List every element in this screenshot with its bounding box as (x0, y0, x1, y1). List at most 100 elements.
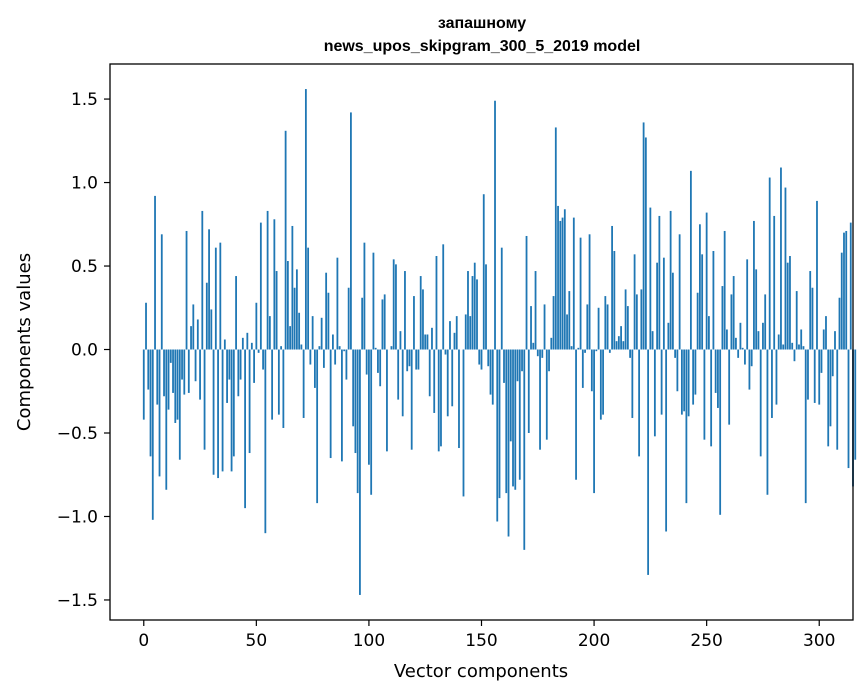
bar (291, 225, 294, 350)
bar (257, 349, 260, 353)
bar (201, 210, 204, 350)
bar (633, 254, 636, 350)
bar (390, 346, 393, 350)
bar (300, 344, 303, 350)
bar (744, 349, 746, 365)
bar (712, 251, 715, 350)
bar (329, 349, 332, 459)
bar (255, 302, 258, 350)
bar (789, 256, 791, 350)
bar (266, 210, 269, 350)
bar (665, 349, 668, 532)
bar (545, 349, 548, 440)
x-axis-label: Vector components (394, 661, 568, 682)
bar (259, 222, 262, 350)
bar (721, 286, 724, 350)
bar (228, 349, 231, 380)
bar (437, 349, 440, 452)
x-tick-label: 250 (690, 631, 722, 651)
bar (446, 349, 449, 417)
bar (196, 319, 199, 350)
bar (187, 349, 190, 393)
chart-title-line-2: news_upos_skipgram_300_5_2019 model (324, 38, 641, 55)
bar (572, 217, 575, 350)
bar (374, 347, 377, 350)
bar (653, 349, 656, 437)
bar (235, 276, 237, 350)
bar (487, 349, 490, 367)
y-tick-label: −1.5 (57, 591, 98, 611)
bar (275, 271, 278, 350)
bar (289, 326, 292, 350)
y-tick-label: −1.0 (57, 507, 98, 527)
y-tick-label: 0.0 (71, 341, 98, 361)
bar (554, 127, 557, 350)
bar (424, 334, 427, 350)
y-axis-label: Components values (14, 253, 35, 431)
bar (762, 322, 764, 350)
bar (703, 349, 706, 440)
bar (557, 205, 559, 350)
bar (147, 349, 150, 390)
bar (208, 229, 210, 350)
bar (250, 342, 253, 350)
bar (217, 349, 219, 479)
bar (485, 264, 487, 350)
bar (631, 349, 634, 418)
bar (473, 262, 476, 350)
bar (590, 349, 593, 392)
bar (449, 321, 451, 350)
x-tick-label: 200 (578, 631, 610, 651)
bar (413, 296, 415, 350)
bar (194, 349, 197, 382)
bar (809, 271, 812, 350)
bar (176, 349, 179, 420)
bar (489, 349, 492, 395)
bar (671, 272, 674, 350)
bar (156, 349, 159, 405)
bar (705, 212, 708, 350)
bar (507, 349, 510, 537)
bar (277, 349, 280, 415)
bar (606, 304, 609, 350)
y-tick-label: 0.5 (71, 257, 98, 277)
bar (498, 349, 501, 499)
x-tick-label: 50 (246, 631, 268, 651)
bar (379, 349, 382, 387)
bar (282, 349, 285, 428)
bar (548, 349, 550, 372)
bar (847, 349, 850, 469)
bar (181, 349, 183, 380)
bar (230, 349, 233, 472)
bar (422, 289, 424, 350)
bar (753, 220, 755, 350)
bar (163, 349, 165, 397)
bar (458, 349, 460, 449)
bar (478, 349, 481, 365)
bar (723, 230, 726, 350)
bar (827, 349, 830, 447)
bar (620, 326, 622, 350)
bar (541, 349, 544, 358)
bar (791, 342, 794, 350)
bar (338, 346, 341, 350)
bar (613, 251, 616, 350)
bar (615, 341, 618, 350)
bar (611, 225, 613, 350)
bar (714, 349, 717, 393)
bar (597, 307, 600, 350)
bar (232, 349, 235, 457)
bar (726, 329, 728, 350)
bar (669, 210, 672, 350)
bar (268, 316, 271, 350)
bar (771, 349, 773, 418)
bar (280, 346, 283, 350)
bar (246, 332, 249, 350)
bar (491, 349, 494, 405)
bar (685, 349, 688, 504)
bar (536, 349, 539, 357)
bar (595, 349, 598, 352)
bar (818, 349, 821, 405)
bar (142, 349, 145, 420)
bar (584, 349, 586, 353)
